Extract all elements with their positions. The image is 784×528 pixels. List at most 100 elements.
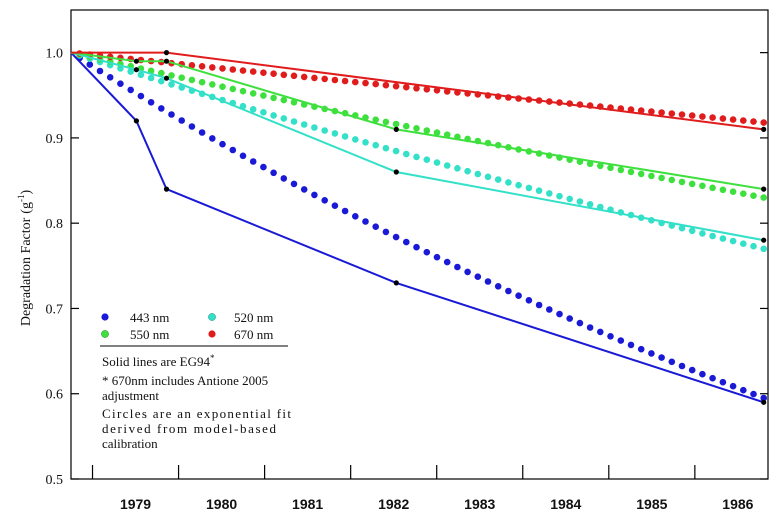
fit-point [443,162,451,169]
legend: 443 nm 520 nm 550 nm 670 nm [100,310,288,347]
calibration-marker [393,126,399,132]
fit-point [688,180,696,188]
fit-point [678,111,686,118]
fit-point [464,268,471,276]
fit-point [311,124,318,131]
fit-point [403,238,410,246]
fit-point [525,297,533,304]
legend-marker-670 [208,330,216,338]
fit-point [535,187,543,194]
fit-point [668,358,676,366]
y-axis-label: Degradation Factor (g-1) [16,190,34,327]
fit-point [229,146,237,154]
fit-point [637,107,645,114]
fit-point [729,188,737,195]
fit-point [740,117,747,124]
calibration-marker [163,58,170,64]
y-axis-label-text: Degradation Factor [19,217,34,326]
fit-point [597,162,604,170]
fit-point [740,190,747,197]
series-line [70,51,765,404]
fit-point [423,86,431,93]
fit-point [96,67,104,75]
fit-point [454,263,461,271]
fit-point [515,181,522,189]
fit-point [566,195,573,203]
calibration-marker [761,186,767,192]
fit-point [627,168,635,176]
fit-point [219,140,226,148]
fit-point [699,370,706,378]
legend-label-520: 520 nm [234,310,273,325]
y-axis-label-unit-close: ) [19,190,34,195]
fit-point [219,65,226,72]
fit-point [648,172,655,180]
circles-note-line3: calibration [102,436,158,451]
fit-point [382,228,390,236]
fit-point [382,118,390,126]
fit-point [260,69,267,76]
fit-point [648,350,655,357]
fit-point [290,99,298,106]
circles-note-line2: derived from model-based [102,421,277,436]
solid-lines-note-sup: * [210,353,215,363]
fit-point [423,127,431,134]
fit-point [637,170,645,178]
fit-point [321,127,329,134]
fit-point [260,109,267,116]
fit-point [484,173,492,181]
fit-point [117,80,124,87]
x-tick-label: 1985 [636,496,667,512]
fit-point [505,179,512,186]
fit-point [413,153,420,161]
y-axis-label-unit-sup: -1 [16,195,26,203]
fit-point [760,394,767,402]
fit-point [729,237,737,245]
fit-point [249,68,257,75]
y-axis: 0.5 0.6 0.7 0.8 0.9 1.0 [46,47,768,488]
fit-point [688,112,696,119]
x-tick-label: 1981 [292,496,323,512]
legend-marker-550 [101,330,109,338]
fit-point [209,64,216,71]
fit-point [607,164,614,172]
fit-point [321,197,329,204]
fit-point [484,278,492,285]
fit-point [576,198,584,205]
fit-point [423,156,431,163]
fit-point [750,242,757,250]
fit-point [290,180,298,188]
fit-point [535,301,543,309]
fit-point [270,70,277,77]
fit-point [260,92,267,99]
fit-point [678,362,686,370]
x-tick-label: 1984 [550,496,581,512]
fit-point [729,116,737,123]
fit-point [147,99,155,106]
fit-point [158,77,165,85]
fit-point [341,133,349,140]
fit-point [158,105,165,112]
fit-point [188,76,196,84]
calibration-marker [393,280,399,286]
fit-point [311,74,318,82]
solid-lines-note: Solid lines are EG94* [102,353,215,369]
fit-point [709,184,716,192]
fit-point [443,131,451,138]
calibration-marker [761,399,767,405]
fit-point [627,341,635,349]
calibration-marker [133,58,139,64]
fit-point [239,67,247,74]
fit-point [658,174,665,182]
eg94-solid-lines [70,51,765,404]
fit-point [760,194,767,201]
fit-point [300,186,308,193]
legend-label-550: 550 nm [130,327,169,342]
calibration-marker [163,75,170,81]
fit-point [699,182,706,190]
fit-point [433,129,441,136]
fit-point [617,166,625,174]
fit-point [352,136,359,143]
fit-point [688,227,696,235]
